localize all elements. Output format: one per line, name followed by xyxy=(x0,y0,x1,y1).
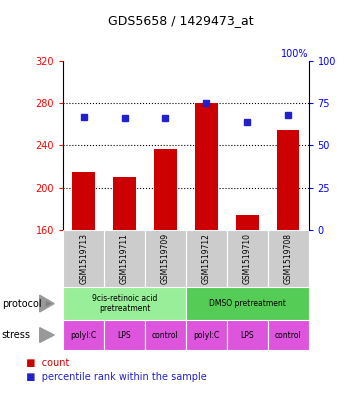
Bar xyxy=(186,320,227,350)
Text: polyI:C: polyI:C xyxy=(70,331,97,340)
Bar xyxy=(63,230,104,287)
Text: DMSO pretreatment: DMSO pretreatment xyxy=(209,299,286,308)
Text: ■  count: ■ count xyxy=(20,358,69,368)
Text: GSM1519711: GSM1519711 xyxy=(120,233,129,284)
Bar xyxy=(145,320,186,350)
Text: GSM1519710: GSM1519710 xyxy=(243,233,252,284)
Bar xyxy=(72,172,95,230)
Text: stress: stress xyxy=(2,330,31,340)
Bar xyxy=(154,149,177,230)
Text: GSM1519712: GSM1519712 xyxy=(202,233,211,284)
Text: control: control xyxy=(275,331,301,340)
Bar xyxy=(104,320,145,350)
Text: GSM1519708: GSM1519708 xyxy=(284,233,293,284)
Bar xyxy=(236,215,258,230)
Polygon shape xyxy=(40,295,54,312)
Bar xyxy=(104,230,145,287)
Bar xyxy=(268,230,309,287)
Text: 100%: 100% xyxy=(281,49,309,59)
Text: LPS: LPS xyxy=(240,331,254,340)
Polygon shape xyxy=(40,328,54,342)
Bar xyxy=(63,287,186,320)
Bar xyxy=(113,177,136,230)
Text: GSM1519713: GSM1519713 xyxy=(79,233,88,284)
Bar xyxy=(186,230,227,287)
Bar xyxy=(277,130,299,230)
Bar xyxy=(145,230,186,287)
Bar xyxy=(227,320,268,350)
Text: GSM1519709: GSM1519709 xyxy=(161,233,170,284)
Bar xyxy=(63,320,104,350)
Bar xyxy=(195,103,218,230)
Text: GDS5658 / 1429473_at: GDS5658 / 1429473_at xyxy=(108,14,253,27)
Text: 9cis-retinoic acid
pretreatment: 9cis-retinoic acid pretreatment xyxy=(92,294,157,313)
Text: LPS: LPS xyxy=(118,331,131,340)
Text: polyI:C: polyI:C xyxy=(193,331,219,340)
Text: control: control xyxy=(152,331,179,340)
Bar xyxy=(227,230,268,287)
Text: ■  percentile rank within the sample: ■ percentile rank within the sample xyxy=(20,372,206,382)
Text: protocol: protocol xyxy=(2,299,42,309)
Bar xyxy=(268,320,309,350)
Bar xyxy=(186,287,309,320)
